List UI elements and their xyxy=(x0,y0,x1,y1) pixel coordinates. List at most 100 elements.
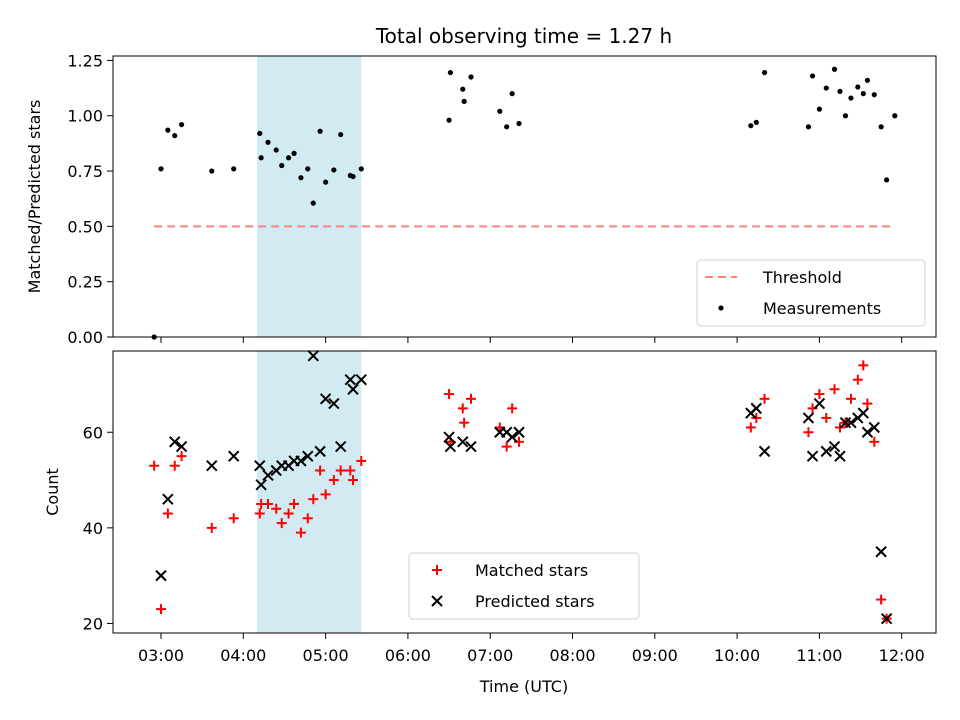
matched-star-point xyxy=(348,475,359,486)
predicted-star-point xyxy=(834,450,846,462)
predicted-star-point xyxy=(465,440,477,453)
matched-star-point xyxy=(262,498,273,509)
matched-star-point xyxy=(328,475,339,486)
predicted-star-point xyxy=(334,440,347,453)
matched-star-point xyxy=(507,403,518,414)
measurement-point xyxy=(748,123,754,129)
matched-star-point xyxy=(228,513,239,524)
matched-star-point xyxy=(302,513,313,524)
x-tick-label: 09:00 xyxy=(632,646,678,665)
predicted-star-point xyxy=(295,455,307,467)
matched-star-point xyxy=(514,436,525,447)
matched-star-point xyxy=(858,360,869,371)
matched-star-point xyxy=(176,451,187,462)
measurement-point xyxy=(279,162,285,169)
counts-panel: 20 40 60 03:00 04:00 05:00 06:00 07:00 08:00 09:0… xyxy=(43,350,937,665)
measurement-point xyxy=(447,69,454,76)
predicted-star-point xyxy=(328,397,340,410)
matched-star-point xyxy=(156,604,167,615)
measurement-point xyxy=(497,108,503,114)
legend: Threshold Measurements xyxy=(696,259,926,327)
x-tick-label: 03:00 xyxy=(138,646,184,665)
matched-star-point xyxy=(814,389,825,400)
matched-star-point xyxy=(466,393,477,404)
measurement-point xyxy=(350,173,356,180)
y-tick-label: 40 xyxy=(83,519,103,538)
measurement-point xyxy=(842,113,849,119)
measurement-point xyxy=(884,177,890,183)
y-tick-label: 60 xyxy=(83,423,103,442)
matched-star-point xyxy=(821,412,832,423)
x-axis-label: Time (UTC) xyxy=(479,677,568,696)
matched-star-point xyxy=(869,436,880,447)
measurement-point xyxy=(892,113,898,119)
ratio-panel: 0.00 0.25 0.50 0.75 1.00 1.25 Matched/Predicte… xyxy=(25,51,937,347)
measurement-point xyxy=(358,166,364,172)
legend-swatch xyxy=(718,305,724,311)
predicted-star-point xyxy=(314,445,326,458)
predicted-star-point xyxy=(355,373,367,386)
matched-star-point xyxy=(289,498,300,509)
predicted-star-point xyxy=(758,445,771,458)
predicted-star-point xyxy=(806,450,819,462)
chart-title: Total observing time = 1.27 h xyxy=(375,24,672,48)
measurement-point xyxy=(753,119,759,125)
x-tick-label: 07:00 xyxy=(467,646,513,665)
y-axis-label: Matched/Predicted stars xyxy=(25,100,44,294)
measurement-point xyxy=(209,168,215,174)
measurement-point xyxy=(468,74,474,80)
predicted-star-point xyxy=(868,421,880,434)
matched-star-point xyxy=(206,522,217,533)
matched-star-point xyxy=(276,518,287,529)
matched-star-point xyxy=(862,398,873,409)
predicted-star-point xyxy=(813,397,826,410)
measurement-point xyxy=(509,91,515,97)
matched-star-point xyxy=(876,594,887,605)
predicted-star-point xyxy=(227,450,240,462)
predicted-star-point xyxy=(750,402,763,415)
measurement-point xyxy=(816,106,823,112)
matched-star-point xyxy=(169,460,180,471)
predicted-star-point xyxy=(319,393,332,405)
axes-frame xyxy=(112,55,937,338)
measurement-point xyxy=(761,69,768,76)
matched-star-point xyxy=(308,494,319,505)
legend-box xyxy=(408,552,640,620)
predicted-star-point xyxy=(444,440,457,453)
matched-star-point xyxy=(283,508,294,519)
x-tick-label: 06:00 xyxy=(385,646,431,665)
measurement-point xyxy=(298,175,304,181)
measurement-point xyxy=(823,85,829,91)
highlight-span xyxy=(257,351,362,633)
matched-star-point xyxy=(271,503,282,514)
predicted-star-point xyxy=(155,569,167,582)
y-tick-label: 1.25 xyxy=(67,51,103,70)
x-tick-label: 10:00 xyxy=(714,646,760,665)
measurement-point xyxy=(461,98,467,104)
x-tick-label: 05:00 xyxy=(303,646,349,665)
predicted-star-point xyxy=(861,426,874,438)
measurement-point xyxy=(860,91,866,97)
matched-star-point xyxy=(845,393,856,404)
measurement-point xyxy=(805,124,812,130)
measurement-point xyxy=(310,200,316,206)
x-tick-label: 04:00 xyxy=(220,646,266,665)
predicted-star-point xyxy=(175,440,188,453)
measurement-point xyxy=(864,77,871,83)
matched-star-point xyxy=(356,455,367,466)
measurement-point xyxy=(178,121,185,128)
measurement-point xyxy=(516,120,522,127)
measurement-point xyxy=(446,117,452,123)
matched-star-point xyxy=(315,465,326,476)
matched-star-point xyxy=(345,465,356,476)
predicted-star-point xyxy=(845,416,857,429)
measurement-point xyxy=(158,166,164,172)
predicted-star-point xyxy=(443,431,455,443)
matched-star-point xyxy=(759,393,770,404)
measurement-point xyxy=(273,147,279,153)
measurement-point xyxy=(285,155,292,161)
matched-star-point xyxy=(829,384,840,395)
matched-star-point xyxy=(149,460,160,471)
predicted-star-point xyxy=(828,440,841,453)
measurement-point xyxy=(317,128,323,134)
